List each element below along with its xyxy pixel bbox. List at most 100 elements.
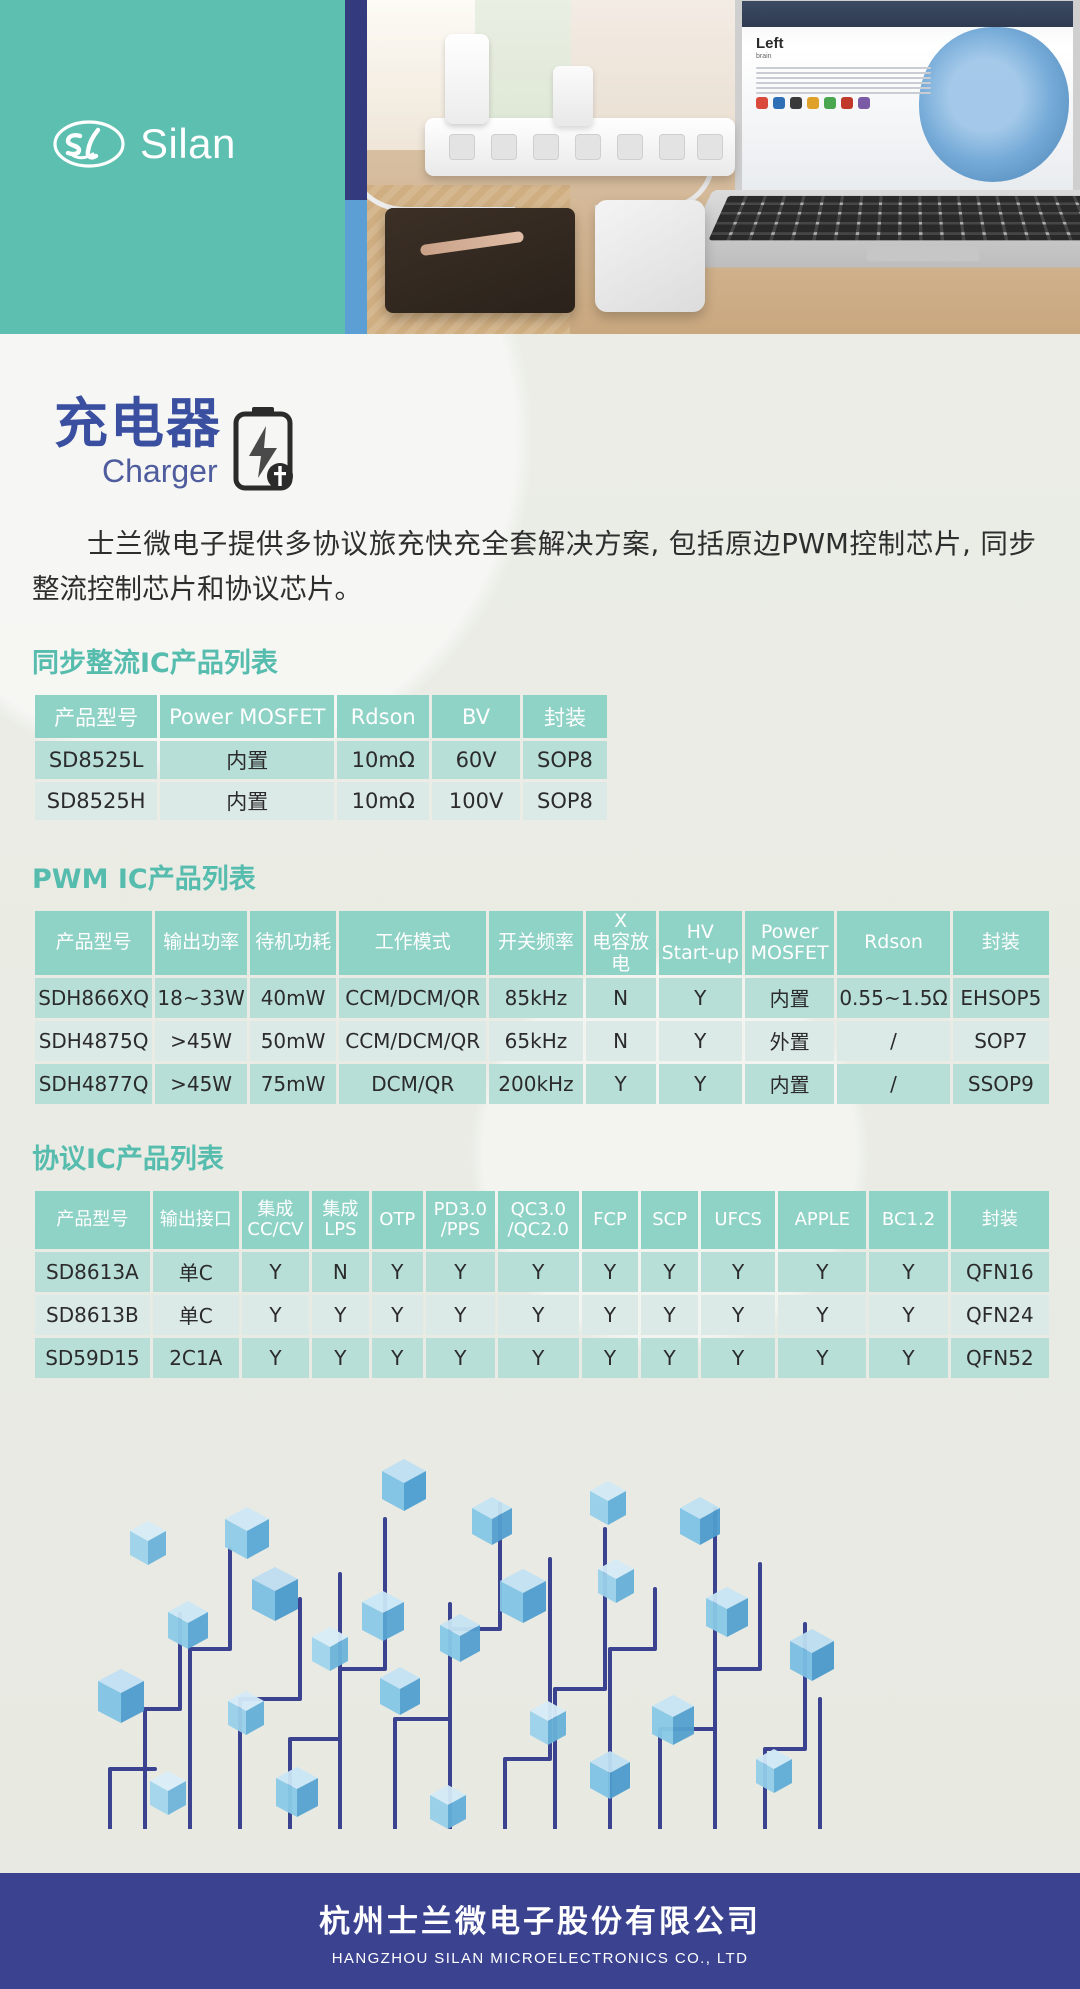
cell: 内置 [160, 741, 335, 780]
keyboard-keys [708, 195, 1080, 241]
cell: Y [371, 1294, 423, 1335]
table-row: SD8613A 单C Y N Y Y Y Y Y Y Y Y QFN16 [35, 1251, 1049, 1292]
cell: 85kHz [489, 977, 583, 1018]
app-icon-1 [756, 97, 768, 109]
cell: QFN24 [950, 1294, 1049, 1335]
cell: 内置 [744, 1063, 835, 1104]
section-title-pwm: PWM IC产品列表 [32, 864, 256, 896]
cell: Y [585, 1063, 656, 1104]
cell: 外置 [744, 1020, 835, 1061]
cell: Y [641, 1337, 698, 1378]
cell: 10mΩ [337, 741, 430, 780]
col-header: Power MOSFET [160, 695, 335, 739]
cell: 40mW [250, 977, 337, 1018]
col-header: HV Start-up [658, 911, 742, 975]
col-header: PD3.0 /PPS [425, 1190, 495, 1249]
photo-charger-adapter-tall [445, 34, 489, 124]
col-header-line1: SCP [652, 1208, 688, 1230]
hero-banner: Left brain [0, 0, 1080, 334]
col-header-line1: 输出接口 [159, 1208, 232, 1230]
col-header-line1: FCP [593, 1208, 627, 1230]
cell: QFN16 [950, 1251, 1049, 1292]
col-header: Rdson [337, 695, 430, 739]
cell: 内置 [160, 782, 335, 821]
col-header-line1: 开关频率 [497, 931, 574, 954]
col-header: Power MOSFET [744, 911, 835, 975]
col-header: APPLE [778, 1190, 867, 1249]
cell: N [585, 977, 656, 1018]
col-header: Rdson [837, 911, 950, 975]
col-header-line1: 封装 [981, 931, 1020, 954]
cell: Y [371, 1251, 423, 1292]
cell: Y [497, 1294, 579, 1335]
circuit-cubes-illustration [0, 1399, 1080, 1831]
cell: Y [869, 1294, 948, 1335]
cell: 内置 [744, 977, 835, 1018]
footer-company-en: HANGZHOU SILAN MICROELECTRONICS CO., LTD [331, 1949, 749, 1967]
cell: SOP8 [522, 782, 607, 821]
cell: / [837, 1020, 950, 1061]
cell: SSOP9 [952, 1063, 1049, 1104]
cell: Y [241, 1337, 310, 1378]
cell: >45W [155, 1020, 248, 1061]
col-header: 产品型号 [35, 1190, 150, 1249]
app-icon-4 [807, 97, 819, 109]
col-header-line1: QC3.0 [510, 1198, 566, 1220]
app-icon-3 [790, 97, 802, 109]
col-header-line2: /QC2.0 [507, 1218, 569, 1240]
cell: Y [658, 1063, 742, 1104]
col-header-line1: 集成 [257, 1198, 294, 1220]
col-header: 产品型号 [35, 911, 153, 975]
col-header: SCP [641, 1190, 698, 1249]
col-header-line1: 工作模式 [374, 931, 451, 954]
browser-bar [742, 1, 1073, 27]
col-header: 开关频率 [489, 911, 583, 975]
col-header-line1: X [614, 910, 628, 933]
col-header-line1: OTP [379, 1208, 416, 1230]
cell: Y [581, 1251, 639, 1292]
cell: / [837, 1063, 950, 1104]
cell: 0.55~1.5Ω [837, 977, 950, 1018]
photo-laptop-screen: Left brain [735, 0, 1080, 190]
table-row: SDH4877Q >45W 75mW DCM/QR 200kHz Y Y 内置 … [35, 1063, 1049, 1104]
cell: N [312, 1251, 369, 1292]
cell: Y [497, 1251, 579, 1292]
app-icon-7 [858, 97, 870, 109]
cell: Y [371, 1337, 423, 1378]
col-header-line1: 输出功率 [163, 931, 240, 954]
cell: Y [425, 1294, 495, 1335]
section-title-sync-rect: 同步整流IC产品列表 [32, 648, 278, 680]
col-header: 输出功率 [155, 911, 248, 975]
cell: SOP7 [952, 1020, 1049, 1061]
cell: >45W [155, 1063, 248, 1104]
table-row: SD8613B 单C Y Y Y Y Y Y Y Y Y Y QFN24 [35, 1294, 1049, 1335]
cell: 60V [432, 741, 520, 780]
cell: Y [869, 1251, 948, 1292]
cell: Y [312, 1294, 369, 1335]
photo-notebook [385, 208, 575, 313]
col-header-line2: CC/CV [247, 1218, 304, 1240]
cell: SD8613A [35, 1251, 150, 1292]
col-header-line2: LPS [324, 1218, 357, 1240]
col-header-line2: Start-up [661, 941, 739, 964]
table-header-row: 产品型号 输出功率 待机功耗 工作模式 开关频率 [35, 910, 1049, 975]
cell: 18~33W [155, 977, 248, 1018]
cell: 65kHz [489, 1020, 583, 1061]
cell: 100V [432, 782, 520, 821]
brand-logo: Silan [52, 118, 236, 170]
cell: EHSOP5 [952, 977, 1049, 1018]
cell: SDH866XQ [35, 977, 153, 1018]
photo-laptop-keyboard [674, 190, 1080, 268]
app-icon-2 [773, 97, 785, 109]
photo-smartphone [595, 200, 705, 312]
cell: Y [581, 1337, 639, 1378]
cell: Y [700, 1294, 776, 1335]
cell: SDH4877Q [35, 1063, 153, 1104]
col-header-line1: UFCS [714, 1208, 762, 1230]
cell: SD8525H [35, 782, 158, 821]
app-icon-6 [841, 97, 853, 109]
col-header: UFCS [700, 1190, 776, 1249]
col-header-line1: BC1.2 [881, 1208, 936, 1230]
cell: QFN52 [950, 1337, 1049, 1378]
